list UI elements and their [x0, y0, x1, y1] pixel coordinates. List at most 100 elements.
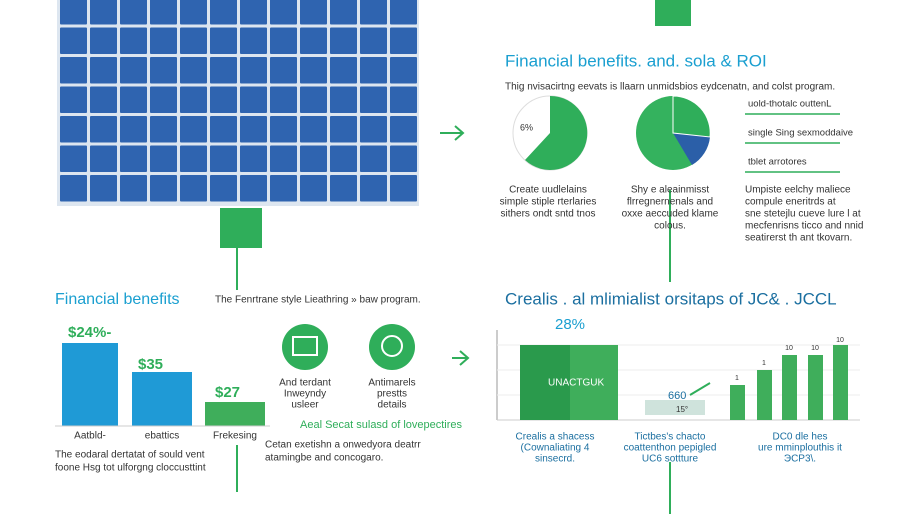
mini-label: 10 [785, 345, 793, 352]
panel-cell [90, 145, 117, 172]
panel-cell [330, 116, 357, 143]
mini-label: 1 [762, 360, 766, 367]
panel-cell [390, 57, 417, 84]
text-line: coattenthon pepigled [624, 443, 717, 454]
bars [55, 343, 270, 427]
panel-cell [360, 0, 387, 25]
text-line: flrregnernenals and [627, 197, 713, 208]
panel-cell [330, 57, 357, 84]
text-line: mecfenrisns ticco and nnid [745, 221, 863, 232]
panel-cell [150, 86, 177, 113]
panel-cell [120, 57, 147, 84]
panel-cell [270, 27, 297, 54]
text-line: prestts [377, 389, 407, 400]
list-item: single Sing sexmoddaive [748, 128, 853, 139]
panel-cell [300, 145, 327, 172]
text-line: seatirerst th ant tkovarn. [745, 233, 852, 244]
panel-cell [210, 0, 237, 25]
text-line: sithers ondt sntd tnos [500, 209, 595, 220]
panel-cell [330, 145, 357, 172]
panel-cell [300, 27, 327, 54]
mini-label: 1 [735, 375, 739, 382]
bar-label: $24%- [68, 324, 111, 341]
panel-cell [120, 116, 147, 143]
text-line: The eodaral dertatat of sould vent [55, 450, 205, 461]
panel-cell [360, 175, 387, 202]
panel-cell [180, 0, 207, 25]
text-line: (Cownaliating 4 [521, 443, 590, 454]
panel-cell [180, 116, 207, 143]
panel-cell [330, 86, 357, 113]
panel-cell [330, 175, 357, 202]
panel-cell [150, 116, 177, 143]
panel-cell [360, 57, 387, 84]
panel-cell [330, 0, 357, 25]
panel-cell [120, 175, 147, 202]
text-line: sinsecrd. [535, 454, 575, 465]
small-value: 660 [668, 390, 686, 402]
section-title: Crealis . al mlimialist orsitaps of JC& … [505, 289, 837, 308]
panel-cell [90, 116, 117, 143]
category-label: ebattics [145, 431, 179, 442]
percent-label: 28% [555, 316, 585, 333]
text-line: ЭCP3\. [784, 454, 816, 465]
text-line: Shy e aleainmisst [631, 185, 710, 196]
text-line: sne stetejlu cueve lure l at [745, 209, 861, 220]
panel-cell [120, 86, 147, 113]
panel-cell [60, 86, 87, 113]
panel-cell [210, 145, 237, 172]
panel-frame [57, 0, 419, 206]
panel-cell [360, 116, 387, 143]
panel-cell [150, 175, 177, 202]
text-line: And terdant [279, 378, 331, 389]
panel-cell [210, 175, 237, 202]
panel-cell [240, 0, 267, 25]
text-line: Create uudlelains [509, 185, 587, 196]
panel-cell [150, 57, 177, 84]
panel-cell [270, 145, 297, 172]
list-item: tblet arrotores [748, 157, 807, 168]
text-line: atamingbe and concogaro. [265, 453, 383, 464]
list-item: uold-thotalc outtenL [748, 99, 831, 110]
panel-cell [270, 175, 297, 202]
text-line: Crealis a shacess [516, 432, 595, 443]
panel-cell [120, 145, 147, 172]
panel-cell [390, 86, 417, 113]
text-line: Tictbes's chacto [634, 432, 705, 443]
panel-cell [390, 145, 417, 172]
panel-cell [60, 145, 87, 172]
panel-cell [360, 27, 387, 54]
bar-label: $27 [215, 384, 240, 401]
panel-cell [120, 27, 147, 54]
text-line: usleer [291, 400, 319, 411]
panel-cell [300, 57, 327, 84]
pie-label: 6% [520, 122, 533, 132]
panel-cell [60, 175, 87, 202]
text-line: simple stiple rterlaries [500, 197, 597, 208]
panel-cell [210, 116, 237, 143]
text-line: DC0 dle hes [772, 432, 827, 443]
text-line: Inweyndy [284, 389, 326, 400]
text-line: compule eneritrds at [745, 197, 836, 208]
panel-cell [330, 27, 357, 54]
text-line: Umpiste eelchy maliece [745, 185, 851, 196]
panel-cell [60, 27, 87, 54]
text-line: foone Hsg tot ulforgng cloccusttint [55, 463, 206, 474]
section-title: Financial benefits [55, 291, 180, 308]
panel-cell [150, 27, 177, 54]
panel-cell [150, 0, 177, 25]
connectors [220, 0, 691, 514]
section-title: Financial benefits. and. sola & ROI [505, 51, 767, 70]
panel-cell [240, 86, 267, 113]
panel-cell [210, 57, 237, 84]
section-subtitle: Thig nvisacirtng eevats is llaarn unmids… [505, 82, 835, 93]
panel-cell [210, 27, 237, 54]
panel-cell [60, 0, 87, 25]
panel-cell [240, 145, 267, 172]
text-line: colous. [654, 221, 686, 232]
text-line: UC6 sottture [642, 454, 699, 465]
panel-cell [60, 116, 87, 143]
panel-cell [300, 116, 327, 143]
category-label: Aatbld- [74, 431, 106, 442]
